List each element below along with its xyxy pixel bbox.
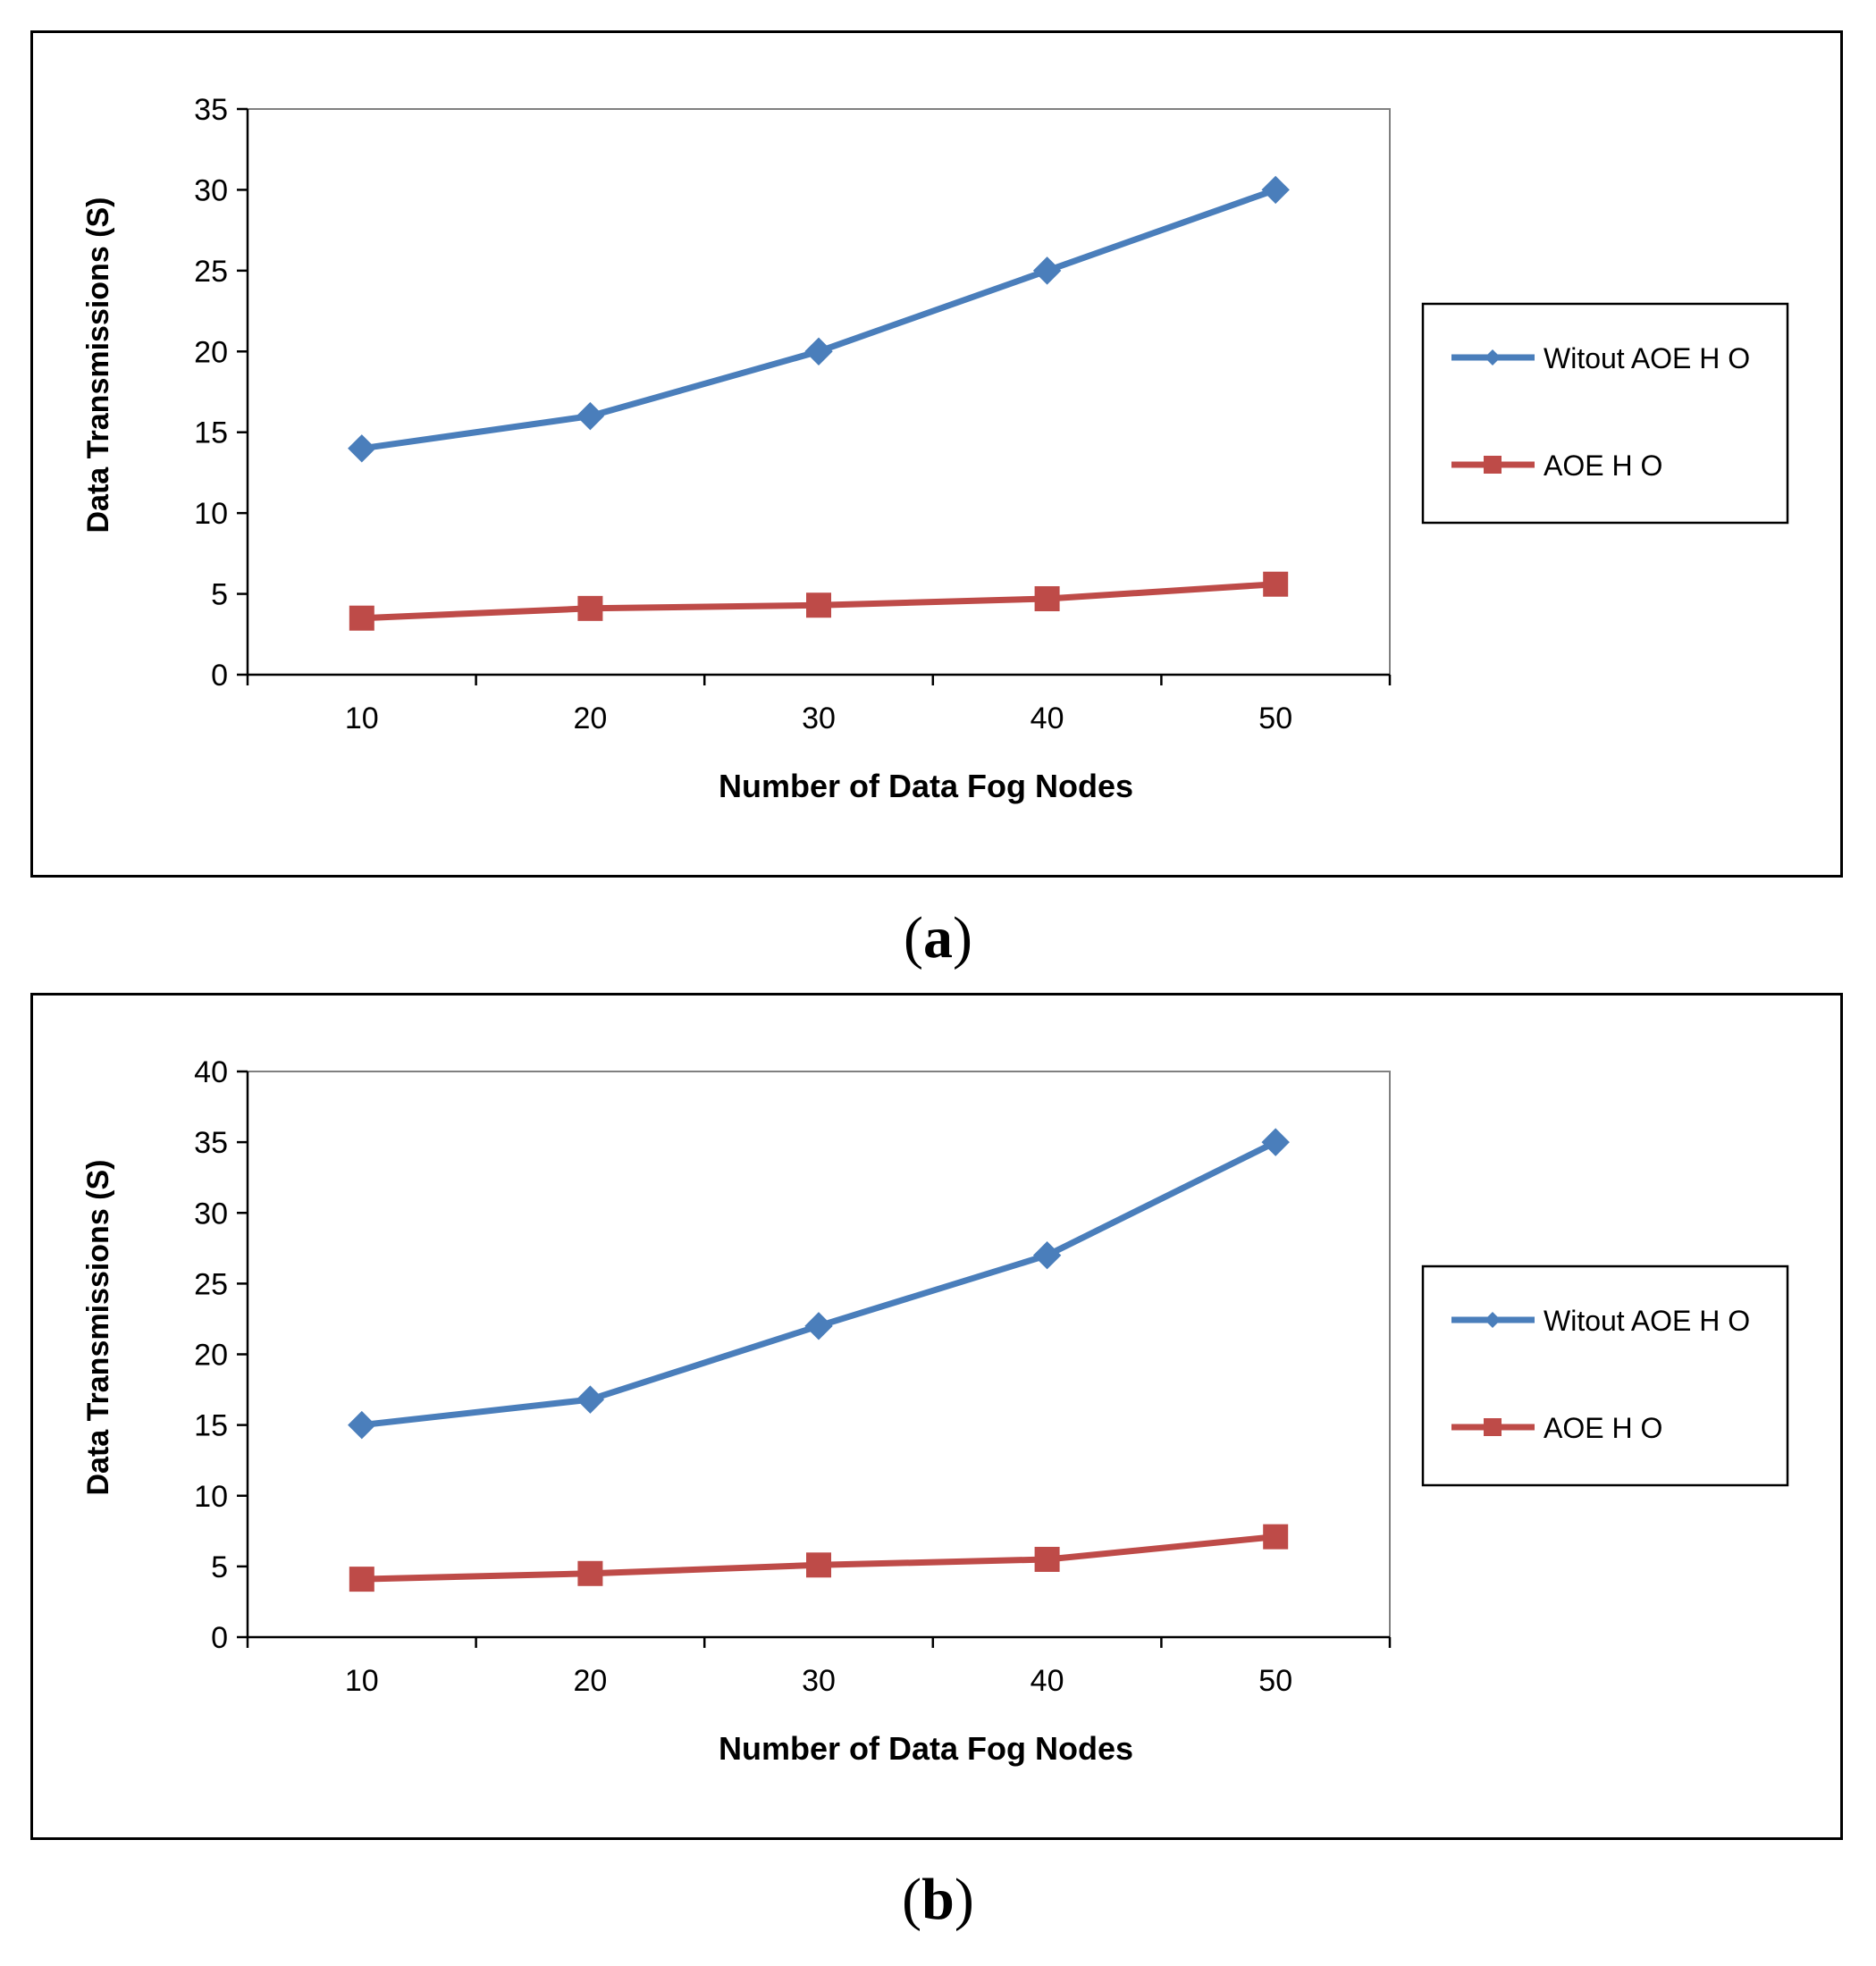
data-point-diamond	[804, 337, 833, 365]
y-axis-title: Data Transmissions (S)	[81, 1159, 115, 1495]
chart-panel-b: 0 5 10 15 20 25 30 35 40 10 20 30 40 50 Number of Data…	[30, 993, 1843, 1840]
data-point-square	[1034, 585, 1060, 611]
legend: Witout AOE H O AOE H O	[1421, 302, 1789, 525]
data-point-square	[1034, 1546, 1060, 1572]
data-point-diamond	[348, 434, 376, 463]
x-tick-label: 20	[573, 702, 607, 735]
x-tick-label: 50	[1258, 702, 1292, 735]
legend-label: Witout AOE H O	[1544, 1305, 1750, 1337]
x-tick-label: 40	[1031, 702, 1064, 735]
x-tick-label: 30	[802, 1664, 836, 1698]
legend-label: AOE H O	[1544, 1412, 1662, 1444]
data-point-diamond	[1261, 175, 1290, 205]
caption-a-label: a	[923, 905, 953, 970]
data-point-diamond	[1032, 1241, 1062, 1270]
legend: Witout AOE H O AOE H O	[1421, 1264, 1789, 1487]
data-point-diamond	[1261, 1128, 1290, 1156]
data-point-square	[577, 1560, 603, 1586]
caption-b: (b)	[902, 1867, 974, 1932]
legend-box	[1421, 302, 1789, 525]
legend-marker-diamond	[1485, 1312, 1501, 1328]
x-tick-label: 10	[345, 702, 379, 735]
chart-panel-a: 0 5 10 15 20 25 30 35 10 20 30 40 50 Number of Data F…	[30, 30, 1843, 878]
y-tick-label: 0	[211, 1621, 228, 1655]
plot-area	[247, 1071, 1391, 1638]
data-point-square	[349, 1567, 374, 1592]
x-tick-label: 10	[345, 1664, 379, 1698]
x-axis-title: Number of Data Fog Nodes	[719, 1730, 1133, 1767]
y-tick-label: 5	[211, 1550, 228, 1584]
caption-a: (a)	[904, 905, 972, 970]
data-point-square	[1263, 1524, 1289, 1550]
legend-label: AOE H O	[1544, 449, 1662, 482]
chart-b: 0 5 10 15 20 25 30 35 40 10 20 30 40 50 Number of Data…	[81, 1055, 1789, 1767]
y-tick-label: 25	[194, 255, 228, 289]
legend-marker-square	[1484, 1418, 1502, 1436]
data-point-square	[1263, 571, 1289, 597]
y-tick-label: 40	[194, 1055, 228, 1089]
y-tick-label: 0	[211, 659, 228, 693]
y-tick-label: 15	[194, 416, 228, 450]
data-point-square	[577, 595, 603, 621]
data-point-diamond	[348, 1410, 376, 1440]
y-tick-label: 20	[194, 1339, 228, 1373]
x-tick-label: 40	[1031, 1664, 1064, 1698]
data-point-square	[806, 1552, 831, 1578]
legend-marker-diamond	[1485, 349, 1501, 365]
legend-box	[1421, 1264, 1789, 1487]
legend-label: Witout AOE H O	[1544, 342, 1750, 374]
y-tick-label: 5	[211, 578, 228, 612]
x-axis-title: Number of Data Fog Nodes	[719, 768, 1133, 804]
x-tick-label: 20	[573, 1664, 607, 1698]
y-tick-label: 15	[194, 1409, 228, 1443]
y-tick-label: 20	[194, 335, 228, 369]
x-tick-label: 50	[1258, 1664, 1292, 1698]
data-point-diamond	[576, 1385, 605, 1414]
x-tick-label: 30	[802, 702, 836, 735]
y-tick-label: 10	[194, 497, 228, 531]
data-point-diamond	[576, 401, 605, 431]
y-tick-label: 25	[194, 1267, 228, 1301]
data-point-diamond	[1032, 256, 1062, 285]
y-tick-label: 30	[194, 1197, 228, 1231]
caption-b-label: b	[921, 1867, 955, 1932]
y-tick-label: 10	[194, 1480, 228, 1514]
legend-marker-square	[1484, 456, 1502, 474]
chart-a: 0 5 10 15 20 25 30 35 10 20 30 40 50 Number of Data F…	[81, 93, 1789, 804]
plot-area	[247, 108, 1391, 676]
data-point-square	[349, 605, 374, 631]
y-tick-label: 30	[194, 173, 228, 207]
y-axis-title: Data Transmissions (S)	[81, 197, 115, 533]
data-point-diamond	[804, 1312, 833, 1340]
y-tick-label: 35	[194, 1126, 228, 1160]
data-point-square	[806, 592, 831, 618]
y-tick-label: 35	[194, 93, 228, 127]
